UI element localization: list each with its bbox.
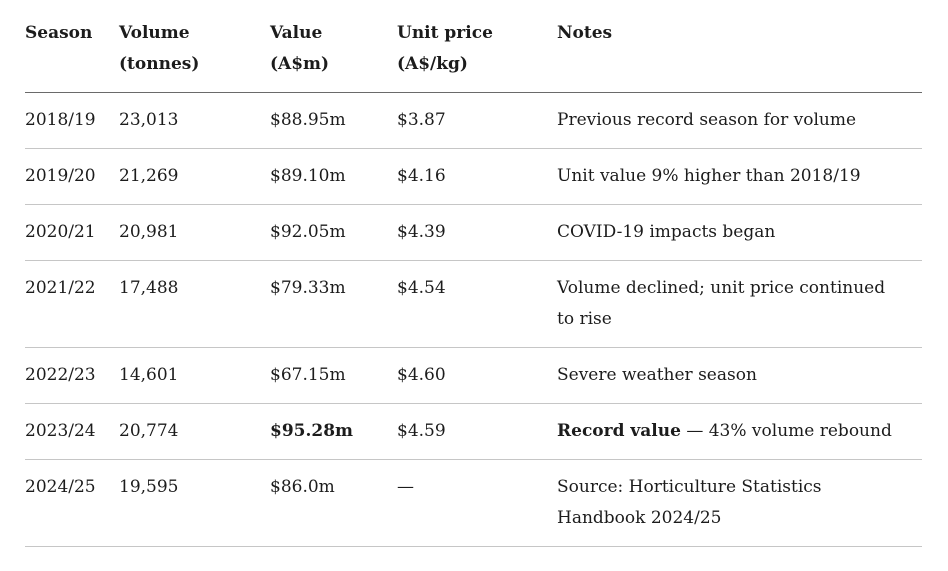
cell-notes: Volume declined; unit price continued to… [557,260,922,348]
cell-unit-price: $4.54 [397,260,557,348]
table-row-2023-24: 2023/24 20,774 $95.28m $4.59 Record valu… [25,403,922,460]
column-sublabel: (tonnes) [119,54,200,74]
cell-unit-price: — [397,459,557,547]
column-header-value: Value (A$m) [270,18,397,93]
notes-text: Source: Horticulture Statistics Handbook… [557,477,822,528]
table-row-2021-22: 2021/22 17,488 $79.33m $4.54 Volume decl… [25,260,922,348]
column-label: Season [25,23,93,43]
cell-value: $89.10m [270,148,397,205]
cell-season: 2018/19 [25,92,119,149]
column-header-notes: Notes [557,18,922,93]
cell-volume: 19,595 [119,459,270,547]
column-sublabel: (A$m) [270,54,330,74]
cell-season: 2023/24 [25,403,119,460]
cell-unit-price: $3.87 [397,92,557,149]
cell-value: $95.28m [270,403,397,460]
cell-notes: Source: Horticulture Statistics Handbook… [557,459,922,547]
column-label: Value [270,23,323,43]
seasons-stats-table: Season Volume (tonnes) Value (A$m) Unit … [25,18,922,547]
cell-season: 2020/21 [25,204,119,261]
notes-text: Severe weather season [557,365,757,385]
notes-text: Previous record season for volume [557,110,857,130]
column-label: Volume [119,23,190,43]
cell-season: 2021/22 [25,260,119,348]
notes-text: — 43% volume rebound [680,421,892,441]
cell-notes: Previous record season for volume [557,92,922,149]
cell-volume: 14,601 [119,347,270,404]
column-sublabel: (A$/kg) [397,54,468,74]
cell-unit-price: $4.39 [397,204,557,261]
cell-value: $88.95m [270,92,397,149]
column-label: Unit price [397,23,493,43]
column-header-unit-price: Unit price (A$/kg) [397,18,557,93]
cell-season: 2024/25 [25,459,119,547]
page: Season Volume (tonnes) Value (A$m) Unit … [25,18,922,547]
notes-bold-text: Record value [557,421,681,441]
column-header-volume: Volume (tonnes) [119,18,270,93]
cell-volume: 21,269 [119,148,270,205]
cell-value: $92.05m [270,204,397,261]
cell-notes: Severe weather season [557,347,922,404]
cell-volume: 20,981 [119,204,270,261]
cell-value: $67.15m [270,347,397,404]
column-label: Notes [557,23,613,43]
table-row-2018-19: 2018/19 23,013 $88.95m $3.87 Previous re… [25,92,922,149]
cell-volume: 17,488 [119,260,270,348]
cell-notes: Unit value 9% higher than 2018/19 [557,148,922,205]
cell-season: 2022/23 [25,347,119,404]
cell-season: 2019/20 [25,148,119,205]
cell-unit-price: $4.16 [397,148,557,205]
cell-value: $86.0m [270,459,397,547]
table-row-2020-21: 2020/21 20,981 $92.05m $4.39 COVID-19 im… [25,204,922,261]
notes-text: Unit value 9% higher than 2018/19 [557,166,861,186]
cell-notes: COVID-19 impacts began [557,204,922,261]
table-body: 2018/19 23,013 $88.95m $3.87 Previous re… [25,92,922,547]
cell-notes: Record value — 43% volume rebound [557,403,922,460]
table-header: Season Volume (tonnes) Value (A$m) Unit … [25,18,922,93]
header-row: Season Volume (tonnes) Value (A$m) Unit … [25,18,922,93]
cell-unit-price: $4.60 [397,347,557,404]
column-header-season: Season [25,18,119,93]
cell-unit-price: $4.59 [397,403,557,460]
cell-volume: 23,013 [119,92,270,149]
notes-text: Volume declined; unit price continued to… [557,278,886,329]
table-row-2019-20: 2019/20 21,269 $89.10m $4.16 Unit value … [25,148,922,205]
cell-volume: 20,774 [119,403,270,460]
notes-text: COVID-19 impacts began [557,222,776,242]
table-row-2024-25: 2024/25 19,595 $86.0m — Source: Horticul… [25,459,922,547]
table-row-2022-23: 2022/23 14,601 $67.15m $4.60 Severe weat… [25,347,922,404]
cell-value: $79.33m [270,260,397,348]
